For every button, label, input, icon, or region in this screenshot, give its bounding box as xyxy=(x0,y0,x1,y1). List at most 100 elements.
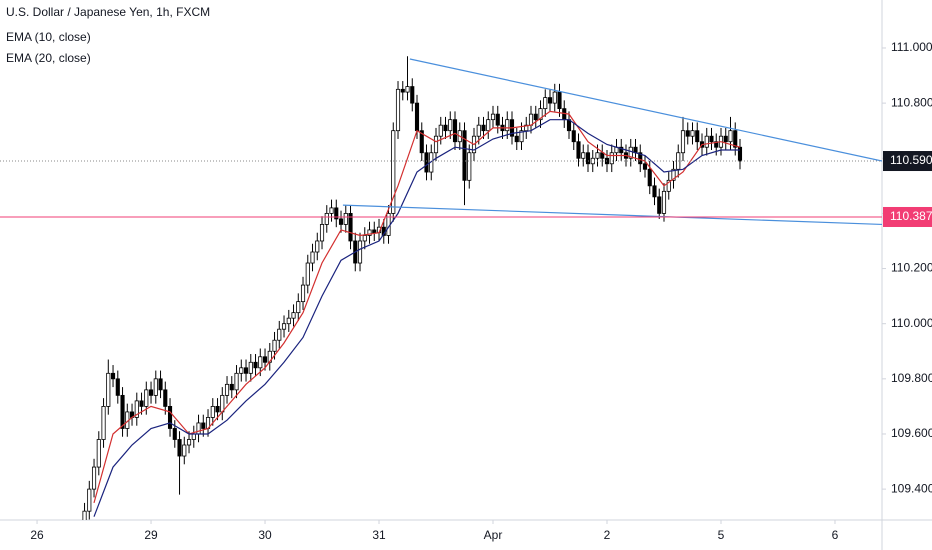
trendline xyxy=(409,58,882,162)
x-tick-label: 29 xyxy=(144,528,158,542)
candle-body xyxy=(291,312,296,319)
candle-body xyxy=(410,86,415,104)
candle-body xyxy=(210,406,215,418)
candle-body xyxy=(467,152,472,181)
candle-body xyxy=(438,124,443,137)
candle-body xyxy=(101,406,106,440)
candle-body xyxy=(158,378,163,391)
candle-body xyxy=(343,213,348,225)
price-label-box xyxy=(883,151,932,172)
candle-body xyxy=(115,378,120,396)
candle-body xyxy=(243,367,249,374)
candle-body xyxy=(310,251,315,264)
candle-body xyxy=(671,168,676,181)
price-label: 110.387 xyxy=(890,209,932,223)
candle-body xyxy=(652,185,657,198)
candle-body xyxy=(82,510,87,520)
candle-body xyxy=(619,146,624,154)
candle-body xyxy=(443,124,448,132)
candle-body xyxy=(144,389,149,407)
candle-body xyxy=(272,339,277,352)
candle-body xyxy=(224,383,230,396)
candle-body xyxy=(642,163,648,170)
candle-body xyxy=(581,152,586,159)
candle-body xyxy=(300,284,306,303)
x-tick-label: 30 xyxy=(258,528,272,542)
candle-body xyxy=(704,135,709,148)
candle-body xyxy=(167,406,173,429)
candle-body xyxy=(91,466,97,490)
candle-body xyxy=(139,400,144,407)
candle-body xyxy=(296,301,301,314)
candle-body xyxy=(134,400,139,418)
candle-body xyxy=(424,152,429,173)
candle-body xyxy=(239,367,244,374)
candle-body xyxy=(234,372,239,391)
candle-body xyxy=(519,130,524,143)
candle-body xyxy=(533,113,538,121)
candle-body xyxy=(362,235,367,242)
candle-body xyxy=(106,372,111,407)
candle-body xyxy=(638,152,643,165)
candle-body xyxy=(186,439,192,446)
candle-body xyxy=(395,88,401,132)
candle-body xyxy=(196,422,201,435)
candle-body xyxy=(253,361,258,369)
candle-body xyxy=(329,207,334,214)
candle-body xyxy=(96,439,101,468)
candle-body xyxy=(628,146,633,159)
candle-body xyxy=(709,135,714,143)
candle-body xyxy=(258,356,263,369)
y-tick-label: 110.800 xyxy=(891,95,932,109)
candle-body xyxy=(201,422,206,429)
candle-body xyxy=(448,119,453,132)
candle-body xyxy=(315,240,320,253)
candle-body xyxy=(609,152,614,165)
candle-body xyxy=(163,389,168,407)
candle-body xyxy=(391,130,396,214)
candle-body xyxy=(229,383,234,391)
candle-body xyxy=(172,428,177,440)
y-tick-label: 110.000 xyxy=(891,316,932,330)
candle-body xyxy=(372,229,377,234)
y-tick-label: 110.200 xyxy=(891,261,932,275)
candle-body xyxy=(723,135,728,143)
candle-body xyxy=(486,119,491,132)
candle-body xyxy=(566,119,572,132)
candle-body xyxy=(348,213,353,242)
candle-body xyxy=(476,124,481,137)
candle-body xyxy=(737,146,743,162)
candle-body xyxy=(414,102,420,132)
y-tick-label: 109.400 xyxy=(891,481,932,495)
candle-body xyxy=(514,135,519,143)
candle-body xyxy=(647,168,652,187)
y-tick-label: 111.000 xyxy=(891,40,932,54)
candle-body xyxy=(505,119,510,132)
candle-body xyxy=(433,135,439,154)
candle-body xyxy=(177,439,182,457)
candle-body xyxy=(215,406,220,413)
x-tick-label: 6 xyxy=(832,528,839,542)
candle-body xyxy=(585,152,591,165)
candle-body xyxy=(733,130,738,148)
candle-body xyxy=(595,152,600,159)
candle-body xyxy=(728,130,733,143)
candle-body xyxy=(419,130,424,154)
candle-body xyxy=(528,113,534,126)
price-label-box xyxy=(883,206,932,227)
candle-body xyxy=(400,88,405,93)
candle-body xyxy=(281,323,287,330)
candle-body xyxy=(524,124,529,132)
candle-body xyxy=(191,433,196,440)
candle-body xyxy=(153,378,158,396)
candle-body xyxy=(714,141,719,148)
x-tick-label: 31 xyxy=(372,528,386,542)
candle-body xyxy=(319,224,325,242)
candle-body xyxy=(182,444,187,457)
candle-body xyxy=(552,91,557,104)
candle-body xyxy=(481,124,486,132)
x-tick-label: 5 xyxy=(718,528,725,542)
candle-body xyxy=(490,113,496,121)
candle-body xyxy=(120,394,125,429)
